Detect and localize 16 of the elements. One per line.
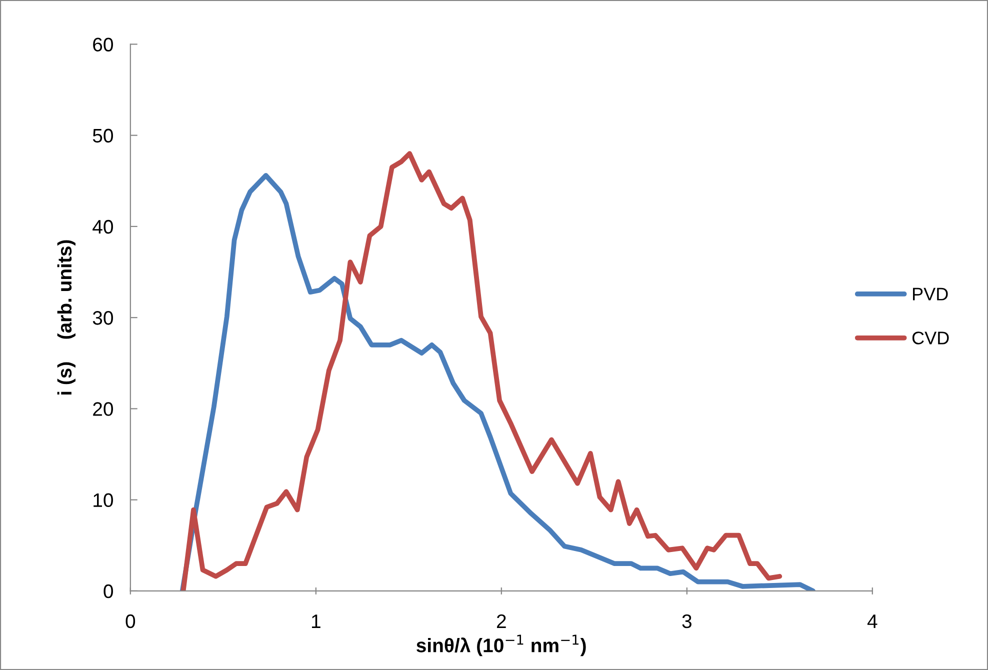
- y-tick-label: 60: [93, 38, 113, 52]
- y-tick-label: 0: [104, 584, 113, 598]
- legend-label: CVD: [912, 332, 949, 344]
- y-tick-label: 10: [94, 493, 113, 508]
- x-tick-label: 3: [682, 614, 692, 628]
- x-tick-label: 0: [126, 614, 136, 628]
- y-tick-label: 50: [92, 128, 113, 143]
- y-axis-title: i (s) (arb. units): [57, 240, 76, 395]
- y-tick-label: 20: [93, 402, 113, 416]
- y-tick-label: 40: [92, 220, 113, 234]
- x-tick-label: 4: [867, 614, 878, 628]
- x-tick-label: 1: [312, 614, 320, 628]
- y-tick-label: 30: [92, 311, 113, 325]
- x-tick-label: 2: [496, 614, 506, 628]
- legend-label: PVD: [913, 288, 948, 300]
- x-axis-title: sinθ/λ (10$^{−1}$ nm$^{−1}$): [416, 634, 586, 656]
